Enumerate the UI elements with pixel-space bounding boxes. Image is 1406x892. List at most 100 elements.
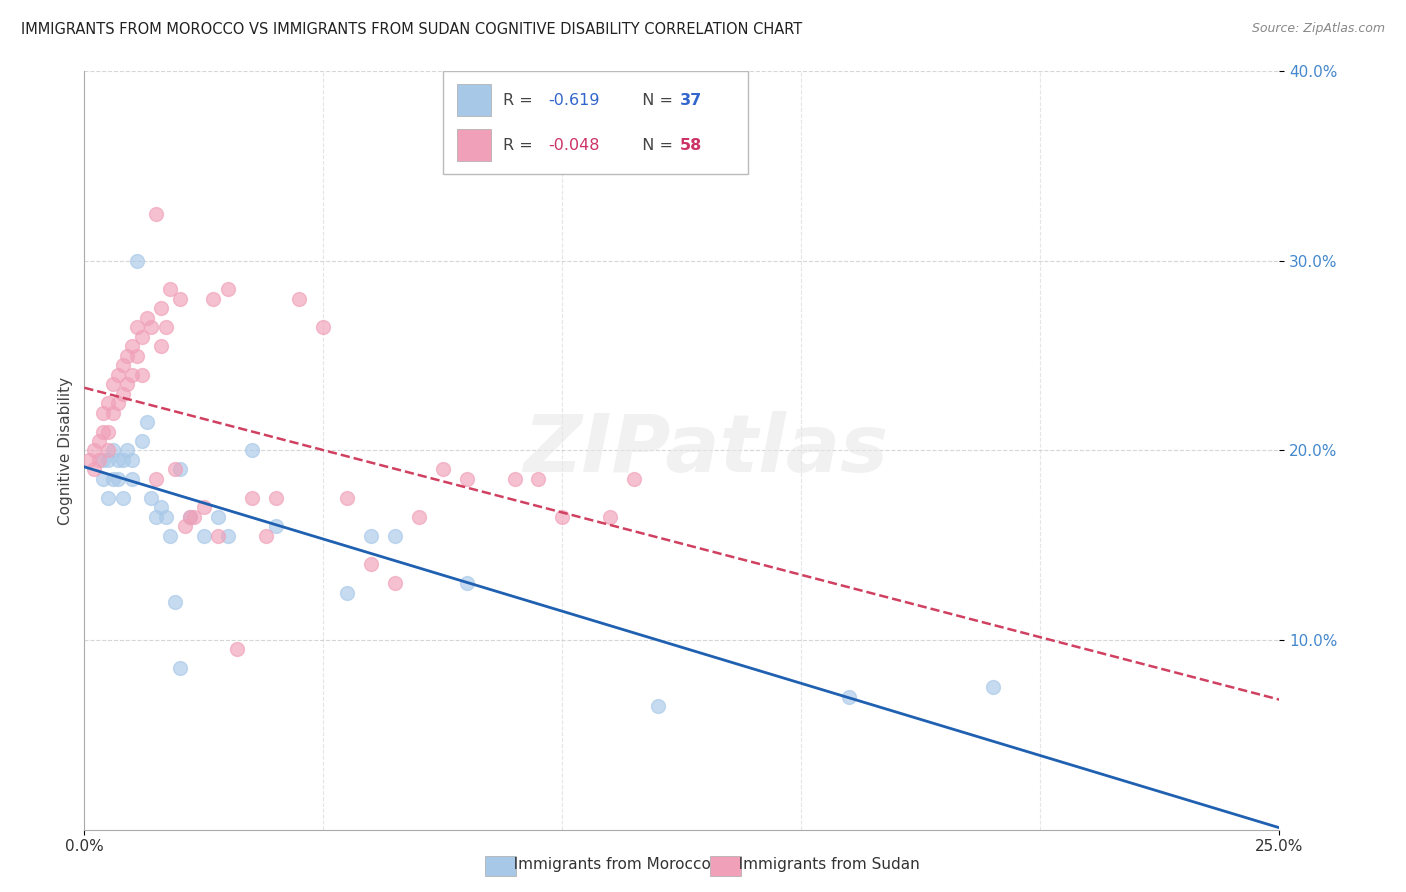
Point — [551, 509, 574, 524]
Text: Immigrants from Sudan: Immigrants from Sudan — [724, 857, 920, 872]
Point — [264, 491, 287, 505]
Point — [527, 472, 550, 486]
Point — [183, 509, 205, 524]
Point — [145, 509, 167, 524]
Point — [101, 377, 124, 392]
Point — [254, 529, 277, 543]
Point — [193, 500, 215, 515]
Point — [97, 453, 120, 467]
Point — [173, 519, 195, 533]
Point — [159, 529, 181, 543]
Point — [288, 292, 311, 306]
Point — [97, 443, 120, 458]
Point — [240, 443, 263, 458]
Point — [141, 320, 163, 334]
Point — [179, 509, 201, 524]
Point — [117, 377, 139, 392]
Point — [97, 396, 120, 410]
Point — [135, 310, 157, 325]
Point — [149, 301, 172, 316]
Point — [165, 462, 187, 476]
Point — [107, 368, 129, 382]
Point — [111, 386, 134, 401]
Point — [131, 330, 153, 344]
Point — [101, 406, 124, 420]
Text: R =: R = — [503, 137, 537, 153]
Point — [131, 434, 153, 448]
Text: N =: N = — [631, 137, 678, 153]
Point — [125, 320, 148, 334]
Point — [155, 509, 177, 524]
Bar — [457, 129, 491, 161]
Point — [179, 509, 201, 524]
Bar — [485, 856, 516, 876]
Text: N =: N = — [631, 93, 678, 108]
Point — [838, 690, 860, 704]
Point — [121, 472, 143, 486]
Point — [87, 434, 110, 448]
Point — [240, 491, 263, 505]
Point — [202, 292, 225, 306]
Point — [336, 585, 359, 599]
Point — [107, 396, 129, 410]
Point — [169, 462, 191, 476]
Point — [101, 472, 124, 486]
Point — [360, 529, 382, 543]
Point — [207, 509, 229, 524]
Point — [111, 453, 134, 467]
Point — [121, 339, 143, 353]
Point — [93, 425, 115, 439]
Point — [207, 529, 229, 543]
Text: Immigrants from Morocco: Immigrants from Morocco — [499, 857, 711, 872]
Point — [217, 282, 239, 296]
Point — [111, 358, 134, 372]
Point — [87, 453, 110, 467]
Point — [193, 529, 215, 543]
Point — [503, 472, 526, 486]
Text: -0.048: -0.048 — [548, 137, 599, 153]
Point — [107, 453, 129, 467]
Point — [456, 472, 478, 486]
Text: R =: R = — [503, 93, 537, 108]
Point — [93, 406, 115, 420]
Point — [149, 339, 172, 353]
Point — [159, 282, 181, 296]
Point — [981, 681, 1004, 695]
Point — [165, 595, 187, 609]
Point — [360, 557, 382, 572]
FancyBboxPatch shape — [443, 71, 748, 174]
Point — [647, 699, 669, 714]
Point — [336, 491, 359, 505]
Point — [117, 443, 139, 458]
Point — [384, 576, 406, 591]
Point — [456, 576, 478, 591]
Point — [77, 453, 100, 467]
Point — [432, 462, 454, 476]
Point — [264, 519, 287, 533]
Point — [131, 368, 153, 382]
Point — [117, 349, 139, 363]
Point — [217, 529, 239, 543]
Point — [93, 472, 115, 486]
Point — [312, 320, 335, 334]
Point — [121, 368, 143, 382]
Point — [97, 425, 120, 439]
Point — [145, 472, 167, 486]
Bar — [710, 856, 741, 876]
Point — [83, 443, 105, 458]
Point — [125, 254, 148, 268]
Point — [226, 642, 249, 657]
Point — [155, 320, 177, 334]
Text: Source: ZipAtlas.com: Source: ZipAtlas.com — [1251, 22, 1385, 36]
Point — [83, 462, 105, 476]
Y-axis label: Cognitive Disability: Cognitive Disability — [58, 376, 73, 524]
Point — [623, 472, 645, 486]
Point — [145, 206, 167, 220]
Bar — [457, 84, 491, 116]
Point — [97, 491, 120, 505]
Point — [125, 349, 148, 363]
Text: 58: 58 — [679, 137, 702, 153]
Text: 37: 37 — [679, 93, 702, 108]
Point — [107, 472, 129, 486]
Point — [169, 292, 191, 306]
